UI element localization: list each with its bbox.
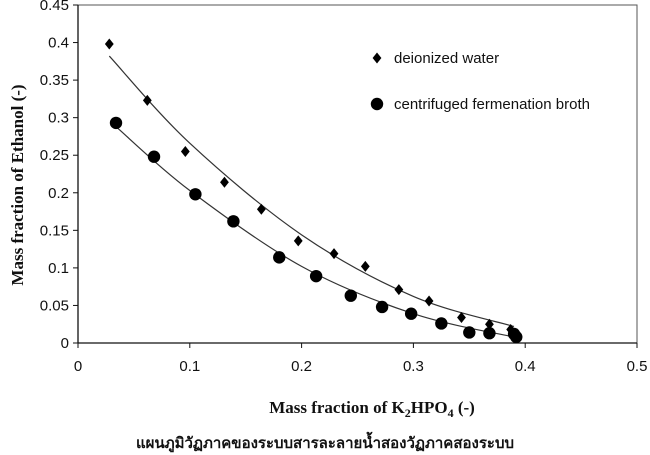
circle-point (344, 289, 357, 302)
fit-curve-1 (108, 55, 515, 328)
y-tick-label: 0.35 (40, 72, 69, 89)
diamond-point (485, 318, 494, 330)
x-axis-title: Mass fraction of K2HPO4 (-) (269, 398, 475, 420)
diamond-point (180, 145, 190, 157)
circle-point (435, 317, 448, 330)
legend-label-1: deionized water (394, 50, 499, 67)
y-axis-title: Mass fraction of Ethanol (-) (8, 84, 27, 285)
legend-marker-2 (370, 97, 384, 111)
circle-point (147, 150, 161, 163)
circle-point (189, 188, 202, 201)
diamond-point (424, 295, 434, 307)
circle-point (404, 307, 418, 320)
circle-point (483, 327, 496, 340)
y-tick-label: 0.2 (48, 185, 69, 202)
x-axis-ticks: 0 0.1 0.2 0.3 0.4 0.5 (74, 343, 648, 375)
y-axis-ticks: 0 0.05 0.1 0.15 0.2 0.25 0.3 0.35 0.4 0.45 (40, 0, 78, 352)
circle-point (309, 269, 323, 283)
diamond-point (329, 248, 339, 260)
legend: deionized water centrifuged fermenation b… (370, 50, 590, 113)
diamond-point (220, 176, 229, 188)
circle-point (510, 330, 523, 344)
data-points (104, 38, 523, 344)
x-tick-label: 0.2 (291, 358, 312, 375)
circle-point (375, 300, 389, 314)
y-tick-label: 0.1 (48, 260, 69, 277)
figure-caption: แผนภูมิวัฏภาคของระบบสารละลายน้ำสองวัฏภาค… (135, 434, 514, 452)
diamond-point (293, 235, 303, 247)
x-tick-label: 0.5 (627, 358, 648, 375)
circle-point (463, 326, 476, 339)
diamond-point (394, 284, 404, 296)
plot-border (77, 4, 638, 344)
y-tick-label: 0.4 (48, 35, 69, 52)
diamond-point (256, 203, 266, 215)
circle-point (273, 251, 286, 264)
y-tick-label: 0 (61, 335, 69, 352)
y-tick-label: 0.25 (40, 147, 69, 164)
y-tick-label: 0.3 (48, 110, 69, 127)
diamond-point (142, 94, 152, 106)
y-tick-label: 0.15 (40, 222, 69, 239)
diamond-point (104, 38, 114, 50)
circle-point (109, 116, 123, 130)
legend-label-2: centrifuged fermenation broth (394, 96, 590, 113)
x-tick-label: 0.1 (179, 358, 200, 375)
diamond-point (360, 260, 370, 272)
plot-area (77, 4, 638, 344)
y-tick-label: 0.45 (40, 0, 69, 14)
circle-point (227, 215, 240, 228)
x-tick-label: 0.4 (515, 358, 536, 375)
diamond-point (457, 311, 466, 323)
fit-curve-2 (115, 126, 518, 339)
legend-marker-1 (372, 52, 382, 64)
x-tick-label: 0.3 (403, 358, 424, 375)
y-tick-label: 0.05 (40, 297, 69, 314)
x-tick-label: 0 (74, 358, 82, 375)
